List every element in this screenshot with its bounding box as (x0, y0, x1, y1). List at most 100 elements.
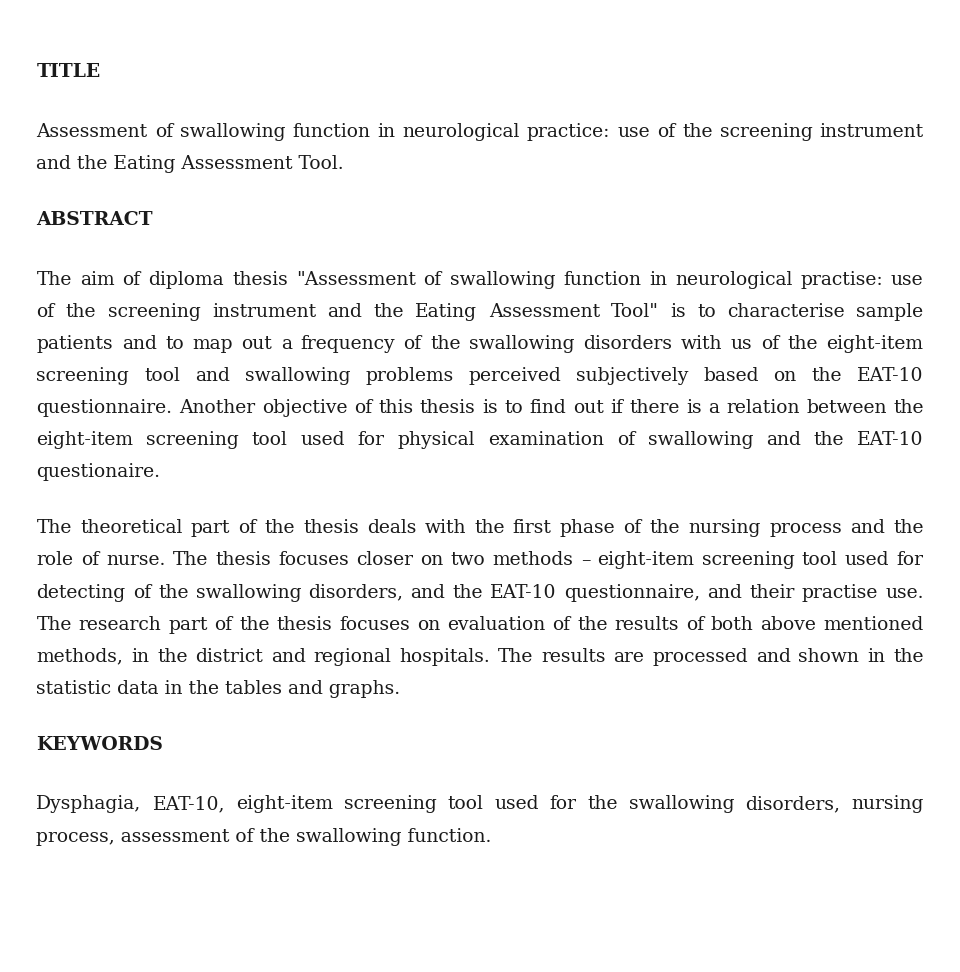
Text: of: of (132, 583, 151, 602)
Text: of: of (155, 122, 173, 141)
Text: diploma: diploma (149, 270, 224, 289)
Text: nursing: nursing (688, 519, 761, 538)
Text: frequency: frequency (300, 334, 395, 353)
Text: Assessment: Assessment (36, 122, 148, 141)
Text: aim: aim (80, 270, 114, 289)
Text: practise: practise (802, 583, 877, 602)
Text: of: of (552, 615, 570, 634)
Text: find: find (530, 399, 566, 417)
Text: and: and (850, 519, 885, 538)
Text: and: and (327, 302, 362, 321)
Text: methods,: methods, (36, 647, 123, 666)
Text: research: research (79, 615, 161, 634)
Text: results: results (614, 615, 679, 634)
Text: screening: screening (344, 795, 437, 814)
Text: above: above (760, 615, 816, 634)
Text: in: in (649, 270, 667, 289)
Text: the: the (474, 519, 505, 538)
Text: for: for (358, 431, 385, 449)
Text: used: used (300, 431, 345, 449)
Text: district: district (196, 647, 263, 666)
Text: of: of (761, 334, 779, 353)
Text: thesis: thesis (276, 615, 332, 634)
Text: for: for (550, 795, 577, 814)
Text: is: is (686, 399, 702, 417)
Text: use: use (891, 270, 924, 289)
Text: the: the (650, 519, 681, 538)
Text: methods: methods (492, 551, 574, 570)
Text: the: the (682, 122, 712, 141)
Text: deals: deals (367, 519, 417, 538)
Text: to: to (697, 302, 716, 321)
Text: focuses: focuses (278, 551, 348, 570)
Text: use: use (617, 122, 650, 141)
Text: The: The (36, 270, 72, 289)
Text: questionnaire,: questionnaire, (564, 583, 700, 602)
Text: practise:: practise: (801, 270, 883, 289)
Text: and: and (707, 583, 742, 602)
Text: use.: use. (885, 583, 924, 602)
Text: practice:: practice: (527, 122, 611, 141)
Text: of: of (238, 519, 256, 538)
Text: in: in (867, 647, 885, 666)
Text: of: of (686, 615, 704, 634)
Text: relation: relation (726, 399, 800, 417)
Text: –: – (581, 551, 590, 570)
Text: on: on (417, 615, 441, 634)
Text: there: there (630, 399, 680, 417)
Text: KEYWORDS: KEYWORDS (36, 736, 163, 754)
Text: characterise: characterise (728, 302, 845, 321)
Text: part: part (190, 519, 230, 538)
Text: is: is (482, 399, 498, 417)
Text: between: between (806, 399, 886, 417)
Text: The: The (498, 647, 534, 666)
Text: instrument: instrument (820, 122, 924, 141)
Text: the: the (893, 519, 924, 538)
Text: swallowing: swallowing (469, 334, 575, 353)
Text: the: the (430, 334, 461, 353)
Text: nursing: nursing (852, 795, 924, 814)
Text: Another: Another (179, 399, 255, 417)
Text: of: of (353, 399, 372, 417)
Text: of: of (81, 551, 99, 570)
Text: based: based (703, 366, 758, 385)
Text: of: of (403, 334, 421, 353)
Text: mentioned: mentioned (824, 615, 924, 634)
Text: physical: physical (397, 431, 475, 449)
Text: a: a (280, 334, 292, 353)
Text: swallowing: swallowing (196, 583, 301, 602)
Text: the: the (66, 302, 96, 321)
Text: ABSTRACT: ABSTRACT (36, 211, 153, 229)
Text: the: the (787, 334, 818, 353)
Text: the: the (811, 366, 842, 385)
Text: role: role (36, 551, 74, 570)
Text: in: in (377, 122, 396, 141)
Text: eight-item: eight-item (827, 334, 924, 353)
Text: tool: tool (802, 551, 837, 570)
Text: the: the (157, 647, 187, 666)
Text: if: if (611, 399, 623, 417)
Text: objective: objective (262, 399, 348, 417)
Text: detecting: detecting (36, 583, 126, 602)
Text: screening: screening (36, 366, 130, 385)
Text: sample: sample (856, 302, 924, 321)
Text: of: of (616, 431, 635, 449)
Text: tool: tool (144, 366, 180, 385)
Text: patients: patients (36, 334, 113, 353)
Text: of: of (657, 122, 675, 141)
Text: thesis: thesis (420, 399, 475, 417)
Text: both: both (711, 615, 754, 634)
Text: to: to (165, 334, 183, 353)
Text: out: out (573, 399, 604, 417)
Text: eight-item: eight-item (36, 431, 133, 449)
Text: and: and (271, 647, 306, 666)
Text: thesis: thesis (303, 519, 359, 538)
Text: Tool": Tool" (612, 302, 660, 321)
Text: examination: examination (488, 431, 604, 449)
Text: swallowing: swallowing (449, 270, 555, 289)
Text: focuses: focuses (340, 615, 410, 634)
Text: instrument: instrument (212, 302, 316, 321)
Text: the: the (264, 519, 295, 538)
Text: of: of (36, 302, 55, 321)
Text: the: the (239, 615, 270, 634)
